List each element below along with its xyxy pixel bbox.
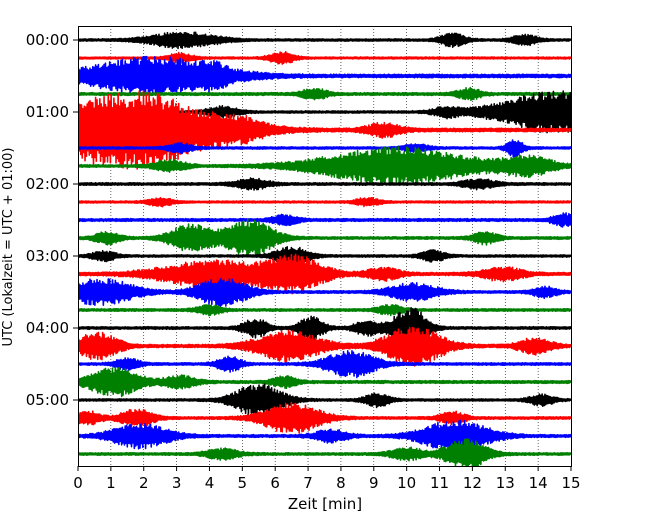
trace-04:30 (78, 349, 571, 379)
x-tick-label-3: 3 (172, 474, 182, 492)
y-tick-label-04:00: 04:00 (26, 319, 69, 337)
y-axis-label: UTC (Lokalzeit = UTC + 01:00) (1, 148, 16, 347)
x-tick-label-6: 6 (270, 474, 280, 492)
x-tick-label-1: 1 (106, 474, 116, 492)
trace-02:15 (78, 196, 571, 208)
trace-00:00 (78, 31, 571, 50)
trace-04:15 (78, 326, 571, 367)
trace-05:15 (78, 401, 571, 434)
x-axis-label: Zeit [min] (288, 495, 362, 513)
x-tick-label-13: 13 (496, 474, 515, 492)
trace-05:45 (78, 438, 571, 466)
plot-frame (78, 26, 572, 467)
trace-05:00 (78, 383, 571, 416)
trace-00:30 (78, 55, 571, 97)
x-axis-ticks: 0 1 2 3 4 5 6 7 8 9 10 11 12 13 14 15 (73, 466, 581, 492)
trace-02:30 (78, 212, 571, 228)
y-tick-label-00:00: 00:00 (26, 31, 69, 49)
trace-01:30 (78, 139, 571, 158)
x-tick-label-4: 4 (205, 474, 215, 492)
y-tick-label-05:00: 05:00 (26, 391, 69, 409)
trace-00:15 (78, 50, 571, 65)
y-tick-label-02:00: 02:00 (26, 175, 69, 193)
y-tick-label-01:00: 01:00 (26, 103, 69, 121)
trace-group (78, 31, 571, 466)
trace-05:30 (78, 419, 571, 453)
trace-03:45 (78, 304, 571, 317)
trace-03:30 (78, 277, 571, 308)
trace-00:45 (78, 86, 571, 102)
trace-02:00 (78, 177, 571, 191)
trace-03:00 (78, 245, 571, 267)
x-tick-label-9: 9 (369, 474, 379, 492)
trace-01:45 (78, 146, 571, 186)
x-tick-label-10: 10 (397, 474, 416, 492)
y-tick-label-03:00: 03:00 (26, 247, 69, 265)
x-tick-label-2: 2 (139, 474, 149, 492)
x-tick-label-7: 7 (303, 474, 313, 492)
x-tick-label-8: 8 (336, 474, 346, 492)
trace-01:15 (78, 90, 571, 170)
x-tick-label-0: 0 (73, 474, 83, 492)
trace-04:45 (78, 366, 571, 398)
y-axis-ticks: 00:00 01:00 02:00 03:00 04:00 05:00 (26, 31, 78, 409)
trace-03:15 (78, 253, 571, 295)
x-tick-label-12: 12 (463, 474, 482, 492)
trace-04:00 (78, 306, 571, 350)
x-tick-label-14: 14 (529, 474, 548, 492)
x-tick-label-15: 15 (561, 474, 580, 492)
x-tick-label-5: 5 (238, 474, 248, 492)
x-tick-label-11: 11 (430, 474, 449, 492)
trace-02:45 (78, 218, 571, 258)
